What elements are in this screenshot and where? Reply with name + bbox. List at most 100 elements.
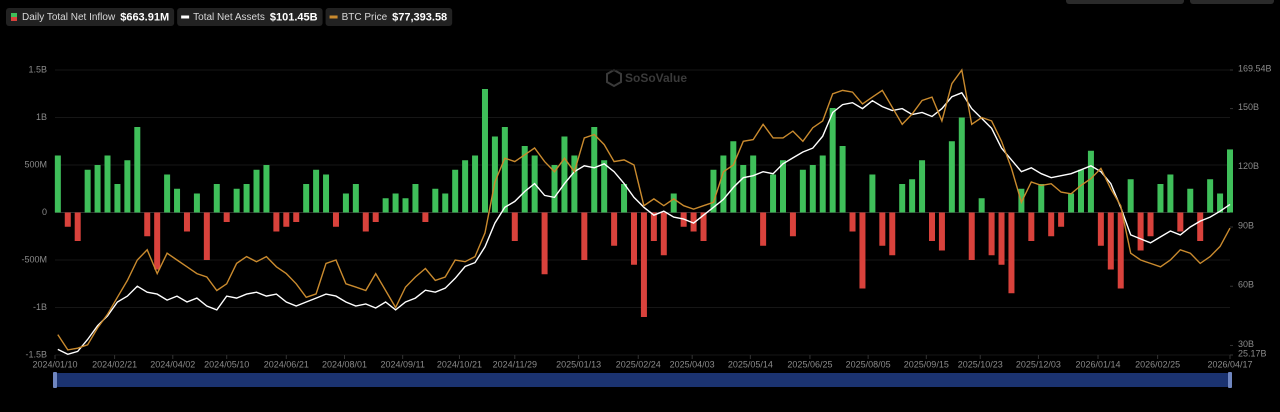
bar — [392, 193, 399, 213]
bar — [1137, 212, 1144, 251]
bar — [621, 184, 628, 213]
navigator-handle[interactable] — [53, 372, 57, 388]
bar — [928, 212, 935, 241]
y-tick-label: 1B — [36, 112, 47, 122]
y2-tick-label: 60B — [1238, 280, 1254, 290]
bar — [978, 198, 985, 213]
bar — [114, 184, 121, 213]
bar — [948, 141, 955, 213]
bar — [710, 169, 717, 213]
bar — [293, 212, 300, 222]
x-tick-label: 2024/09/11 — [380, 359, 424, 369]
bar — [839, 146, 846, 213]
bar — [809, 165, 816, 213]
x-tick-label: 2025/02/24 — [616, 359, 661, 369]
bar — [869, 174, 876, 213]
bar — [660, 212, 667, 256]
bar — [968, 212, 975, 260]
bar — [104, 155, 111, 213]
y2-tick-label: 120B — [1238, 161, 1259, 171]
bar — [362, 212, 369, 232]
bar — [313, 169, 320, 213]
bar — [382, 198, 389, 213]
bar — [611, 212, 618, 246]
bar — [988, 212, 995, 256]
bar — [273, 212, 280, 232]
bar — [1087, 150, 1094, 213]
y2-tick-label: 169.54B — [1238, 63, 1272, 73]
legend-bg — [325, 8, 453, 26]
bar — [740, 165, 747, 213]
bar — [223, 212, 230, 222]
bar — [263, 165, 270, 213]
y2-tick-label: 30B — [1238, 339, 1254, 349]
y-tick-label: 500M — [24, 159, 47, 169]
watermark-text: SoSoValue — [625, 71, 687, 85]
bar — [571, 155, 578, 213]
bar — [283, 212, 290, 227]
bar — [481, 89, 488, 213]
bar — [958, 117, 965, 213]
bar — [332, 212, 339, 227]
bar — [74, 212, 81, 241]
bar — [84, 169, 91, 213]
x-tick-label: 2026/01/14 — [1076, 359, 1121, 369]
bar — [134, 127, 141, 213]
x-tick-label: 2025/12/03 — [1016, 359, 1061, 369]
y-tick-label: -1B — [33, 302, 47, 312]
navigator[interactable] — [55, 373, 1230, 387]
x-tick-label: 2025/09/15 — [904, 359, 949, 369]
bar — [909, 179, 916, 213]
x-tick-label: 2025/10/23 — [958, 359, 1003, 369]
bar — [1217, 193, 1224, 213]
navigator-handle[interactable] — [1228, 372, 1232, 388]
bar — [789, 212, 796, 237]
bar — [1058, 212, 1065, 227]
bar — [1187, 188, 1194, 213]
bar — [630, 212, 637, 265]
legend-swatch — [181, 15, 190, 19]
watermark-logo — [606, 68, 622, 88]
bar — [1077, 169, 1084, 213]
y-tick-label: -1.5B — [25, 349, 47, 359]
x-tick-label: 2024/10/21 — [437, 359, 482, 369]
bar — [1068, 193, 1075, 213]
bar — [1197, 212, 1204, 241]
bar — [352, 184, 359, 213]
bar — [730, 141, 737, 213]
legend-name: BTC Price — [342, 12, 388, 23]
x-tick-label: 2024/02/21 — [92, 359, 137, 369]
legend-item: Total Net Assets $101.45B — [177, 8, 323, 26]
toolbar-button[interactable] — [1066, 0, 1184, 4]
bar — [889, 212, 896, 256]
bar — [342, 193, 349, 213]
bar — [1028, 212, 1035, 241]
legend-swatch — [329, 15, 338, 19]
bar — [243, 184, 250, 213]
y2-tick-label: 90B — [1238, 220, 1254, 230]
x-tick-label: 2024/06/21 — [264, 359, 309, 369]
line — [57, 91, 1231, 356]
bar — [233, 188, 240, 213]
bar — [591, 127, 598, 213]
bar — [1177, 212, 1184, 232]
bar — [859, 212, 866, 289]
x-tick-label: 2024/11/29 — [493, 359, 537, 369]
bar — [779, 160, 786, 213]
bar — [541, 212, 548, 275]
bar — [1127, 179, 1134, 213]
x-tick-label: 2025/04/03 — [670, 359, 715, 369]
toolbar-button[interactable] — [1190, 0, 1274, 4]
bar — [193, 193, 200, 213]
bar — [442, 193, 449, 213]
bar — [511, 212, 518, 241]
bar — [472, 155, 479, 213]
bar — [521, 146, 528, 213]
legend-value: $77,393.58 — [392, 11, 447, 23]
bar — [1097, 212, 1104, 246]
bar — [601, 160, 608, 213]
bar — [462, 160, 469, 213]
bar — [879, 212, 886, 246]
legend-swatch — [11, 13, 17, 17]
